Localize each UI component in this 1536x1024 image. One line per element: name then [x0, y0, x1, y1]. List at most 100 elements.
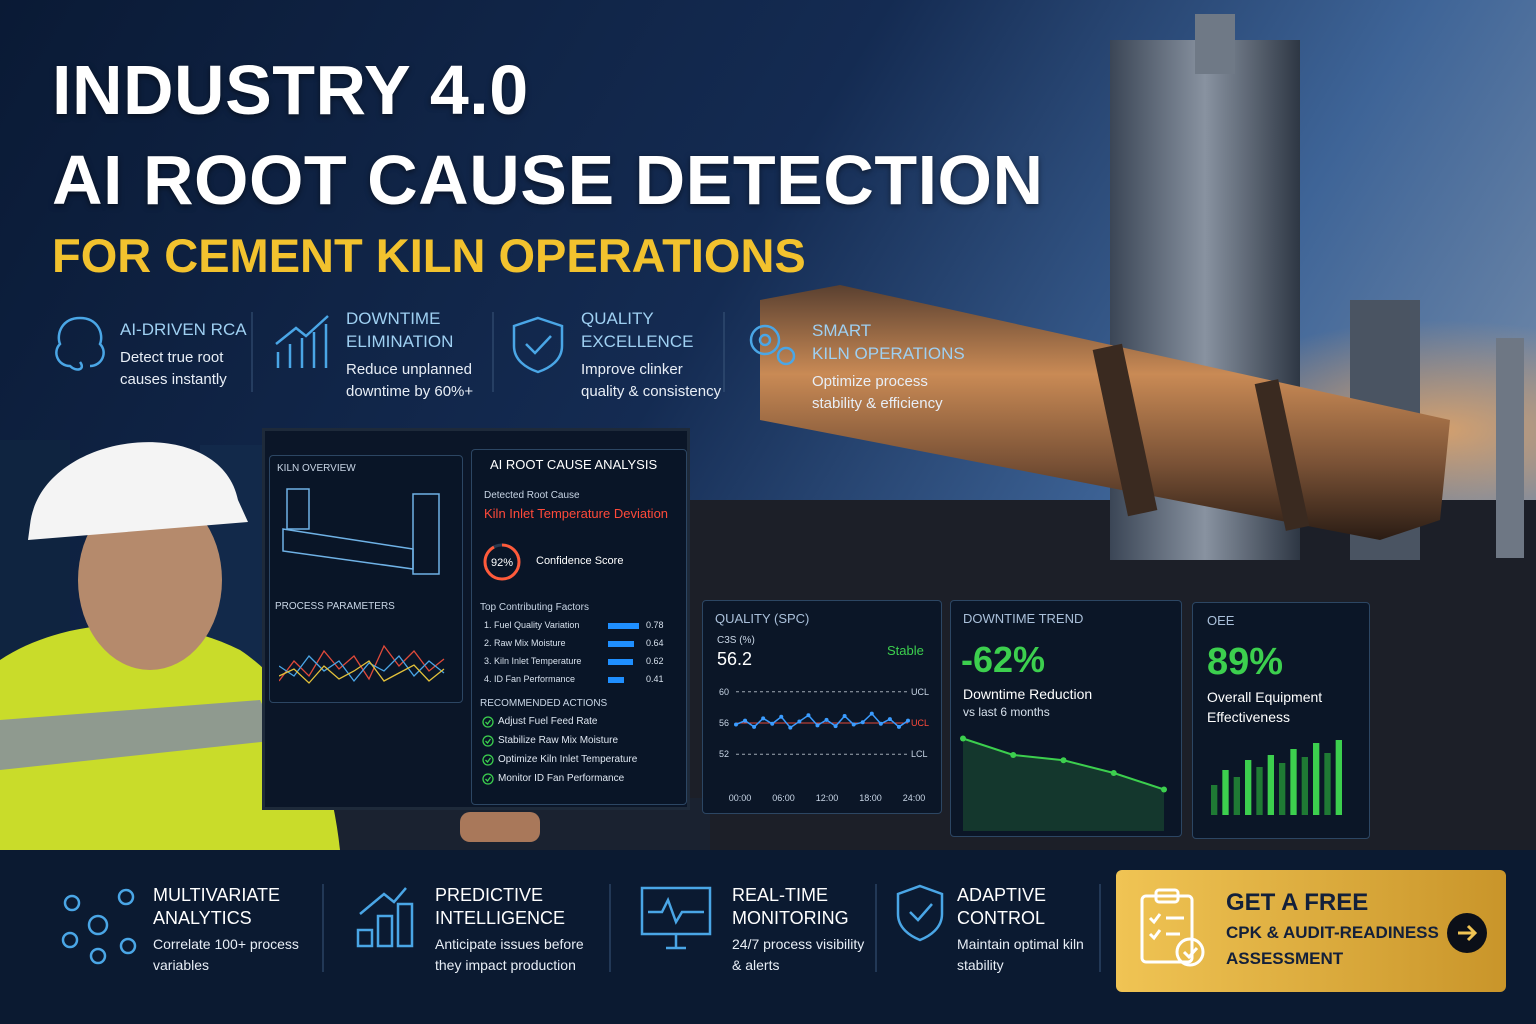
spc-point	[860, 720, 865, 725]
shield-icon	[512, 316, 564, 374]
cta-button[interactable]: GET A FREE CPK & AUDIT-READINESS ASSESSMEN…	[1116, 870, 1506, 992]
title-line: AI ROOT CAUSE DETECTION	[52, 141, 1044, 219]
chart	[482, 716, 494, 728]
trend-point	[960, 735, 966, 742]
trend-point	[1010, 752, 1017, 758]
feature-title: MONITORING	[732, 908, 849, 928]
spc-point	[815, 723, 820, 728]
oee-bar	[1301, 757, 1308, 815]
x-tick-label: 00:00	[729, 793, 752, 803]
network-icon	[87, 914, 109, 936]
chart	[482, 773, 494, 785]
check-mark	[485, 776, 492, 782]
feature: AI-DRIVEN RCA Detect true root causes inst…	[120, 318, 247, 391]
title-line: INDUSTRY 4.0	[52, 51, 529, 129]
factor-value: 0.64	[646, 638, 664, 648]
feature: MULTIVARIATE ANALYTICS Correlate 100+ proc…	[153, 884, 299, 976]
feature-title: EXCELLENCE	[581, 332, 694, 351]
oee-bar	[1335, 740, 1342, 815]
factor-name: 4. ID Fan Performance	[484, 674, 576, 684]
detected-label: Detected Root Cause	[484, 490, 580, 501]
clipboard-body	[1140, 894, 1194, 964]
description-line: they impact production	[435, 957, 576, 973]
oee-bar	[1233, 777, 1240, 815]
spc-point	[734, 722, 738, 727]
card-title: OEE	[1207, 613, 1235, 628]
y-tick-label: 52	[719, 749, 729, 759]
x-tick-label: 24:00	[903, 793, 926, 803]
metric: 56.2	[717, 649, 753, 669]
feature: ADAPTIVE CONTROL Maintain optimal kiln stab…	[957, 884, 1084, 976]
arrow	[1458, 924, 1478, 942]
feature-title: CONTROL	[957, 908, 1046, 928]
description-line: quality & consistency	[581, 383, 722, 400]
network-icon	[61, 931, 79, 949]
tower-outline	[412, 493, 440, 575]
feature-description: Improve clinker quality & consistency	[581, 359, 721, 403]
oee-bar	[1256, 767, 1263, 815]
process-chart	[279, 644, 445, 684]
check-mark	[485, 757, 492, 763]
cta-arrow[interactable]	[1446, 912, 1488, 954]
feature-title: SMART	[812, 321, 872, 340]
description-line: stability	[957, 957, 1004, 973]
feature-description: 24/7 process visibility & alerts	[732, 934, 864, 976]
chart	[482, 754, 494, 766]
description-line: variables	[153, 957, 210, 973]
check-circle	[482, 735, 494, 747]
action: Optimize Kiln Inlet Temperature	[498, 754, 638, 765]
feature-title: ADAPTIVE	[957, 885, 1047, 905]
description-line: Correlate 100+ process	[153, 936, 299, 952]
spc-point	[806, 713, 811, 718]
monitor-icon	[640, 886, 712, 950]
clipboard-clip	[1154, 888, 1180, 904]
oee-card: OEE 89% Overall Equipment Effectiveness	[1192, 602, 1370, 839]
check-circle	[482, 716, 494, 728]
feature: PREDICTIVE INTELLIGENCE Anticipate issues …	[435, 884, 584, 976]
description-line: stability & efficiency	[812, 395, 943, 412]
kiln-outline	[282, 528, 414, 570]
cta-line: ASSESSMENT	[1226, 949, 1344, 968]
description-line: downtime by 60%+	[346, 383, 474, 400]
quality-card: QUALITY (SPC) C3S (%) 56.2 Stable 60 UCL 56 UCL…	[702, 600, 942, 814]
rca-panel: AI ROOT CAUSE ANALYSIS Detected Root Cau…	[471, 449, 687, 805]
feature: SMART KILN OPERATIONS Optimize process stab…	[812, 319, 965, 415]
kiln-tyre	[1254, 379, 1310, 531]
gear-icon	[749, 324, 781, 356]
chart	[960, 735, 1167, 831]
chart: 60 UCL 56 UCL 52 LCL 00:00 06:00 12:00 18:00 24:00	[719, 687, 929, 803]
oee-bar	[1211, 785, 1218, 815]
cta-line: GET A FREE	[1226, 889, 1369, 916]
description-line: Maintain optimal kiln	[957, 936, 1084, 952]
metric: 89%	[1207, 641, 1284, 683]
spc-point	[869, 711, 874, 716]
worker-hand	[460, 812, 540, 842]
chart	[482, 735, 494, 747]
description-line: 24/7 process visibility	[732, 936, 865, 952]
check-mark	[1182, 947, 1199, 960]
x-tick-label: 18:00	[859, 793, 882, 803]
oee-bar	[1279, 763, 1286, 815]
feature-description: Anticipate issues before they impact prod…	[435, 934, 584, 976]
spc-point	[770, 721, 775, 726]
feature-title: REAL-TIME	[732, 885, 829, 905]
feature-title: MULTIVARIATE	[153, 885, 281, 905]
vest-stripe	[0, 700, 280, 770]
process-line	[279, 644, 445, 682]
spc-point	[887, 717, 892, 722]
factor-value: 0.78	[646, 620, 664, 630]
feature-description: Correlate 100+ process variables	[153, 934, 299, 976]
card-title: QUALITY (SPC)	[715, 611, 810, 626]
x-tick-label: 12:00	[816, 793, 839, 803]
process-line	[279, 655, 445, 683]
feature-title: ELIMINATION	[346, 332, 454, 351]
spc-point	[752, 724, 757, 729]
feature-title: DOWNTIME	[346, 309, 441, 328]
check-mark	[485, 738, 492, 744]
monitor: KILN OVERVIEW PROCESS PARAMETERS AI ROOT…	[262, 428, 690, 810]
confidence-label: Confidence Score	[536, 555, 624, 567]
y-tick-label: 56	[719, 718, 729, 728]
trend-area	[963, 738, 1164, 831]
spc-point	[842, 713, 847, 718]
